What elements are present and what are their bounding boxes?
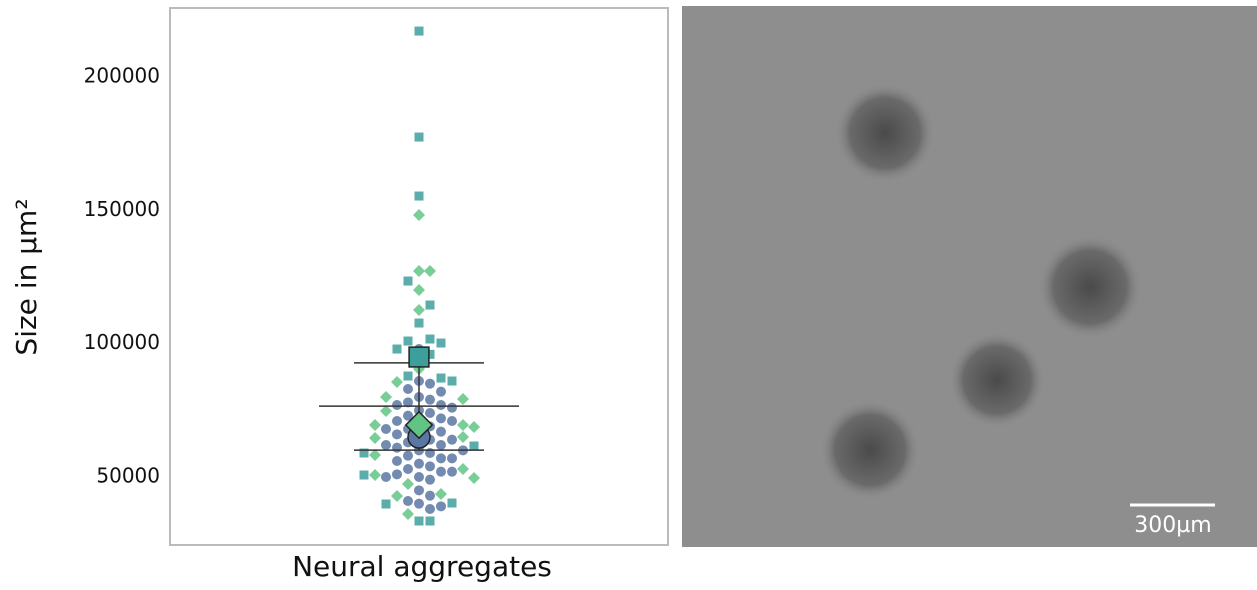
point [369,432,381,445]
point [414,498,424,509]
point [436,466,446,477]
point [436,338,446,348]
aggregate [949,332,1045,428]
image-background [682,6,1257,547]
y-axis-label: Size in µm² [10,198,43,355]
point [447,498,457,508]
point [381,472,391,483]
point [425,490,435,501]
point [403,450,413,461]
point [425,349,435,359]
point [414,26,424,36]
point [413,284,425,297]
point [403,464,413,475]
point [414,458,424,469]
y-tick-label: 200000 [84,64,160,88]
point [457,419,469,432]
aggregate [820,400,920,500]
point [392,429,402,440]
point [436,453,446,464]
point [392,469,402,480]
point [425,378,435,389]
point [369,419,381,432]
point [436,386,446,397]
point [457,463,469,476]
point [436,413,446,424]
point [381,499,391,509]
point [425,516,435,526]
point [403,384,413,395]
point [391,376,403,389]
point [425,474,435,485]
point [414,472,424,483]
point [447,416,457,427]
point [436,400,446,411]
aggregate [1038,235,1142,339]
point [447,434,457,445]
point [408,346,430,368]
aggregate [835,83,935,183]
point [403,276,413,286]
point [447,453,457,464]
point [436,426,446,437]
point [447,376,457,386]
micrograph: 300µm [682,6,1257,547]
point [403,496,413,507]
point [359,470,369,480]
point [381,440,391,451]
point [403,371,413,381]
point [414,318,424,328]
y-tick-label: 50000 [96,464,160,488]
point [424,265,436,278]
point [381,424,391,435]
x-tick-label: Neural aggregates [292,550,552,583]
point [380,391,392,404]
point [413,209,425,222]
point [457,431,469,444]
point [425,408,435,419]
scale-bar-label: 300µm [1134,513,1211,538]
point [414,516,424,526]
point [392,442,402,453]
point [403,410,413,421]
point [359,448,369,458]
point [469,441,479,451]
point [468,472,480,485]
point [425,461,435,472]
point [404,410,434,440]
y-tick-label: 150000 [84,197,160,221]
point [414,485,424,496]
point [380,405,392,418]
point [392,344,402,354]
point [369,469,381,482]
point [436,440,446,451]
point [414,191,424,201]
point [457,393,469,406]
point [425,504,435,515]
point [413,304,425,317]
point [392,400,402,411]
point [435,488,447,501]
point [369,449,381,462]
point [402,508,414,521]
point [392,416,402,427]
point [425,300,435,310]
point [468,421,480,434]
point [447,402,457,413]
y-tick-label: 100000 [84,330,160,354]
point [391,490,403,503]
point [425,394,435,405]
point [403,397,413,408]
point [392,456,402,467]
point [402,478,414,491]
point [425,334,435,344]
point [436,501,446,512]
point [436,373,446,383]
point [447,466,457,477]
point [414,132,424,142]
point [413,265,425,278]
point [403,336,413,346]
